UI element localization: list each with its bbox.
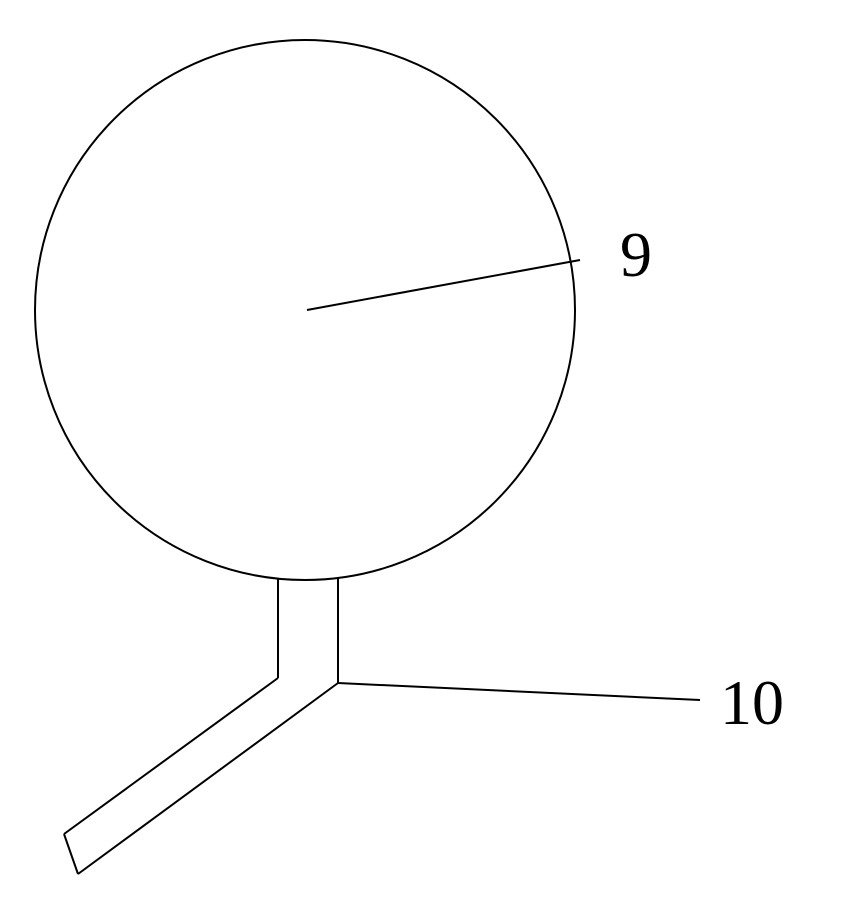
ball-outline [35, 40, 575, 580]
diagram-canvas [0, 0, 846, 900]
callout-label-10: 10 [720, 666, 784, 740]
blade-edge-top [64, 678, 278, 834]
leader-line-9 [307, 260, 580, 310]
leader-line-10 [338, 683, 700, 700]
callout-label-9: 9 [620, 218, 652, 292]
blade-edge-bottom [78, 683, 338, 874]
blade-edge-end [64, 834, 78, 874]
